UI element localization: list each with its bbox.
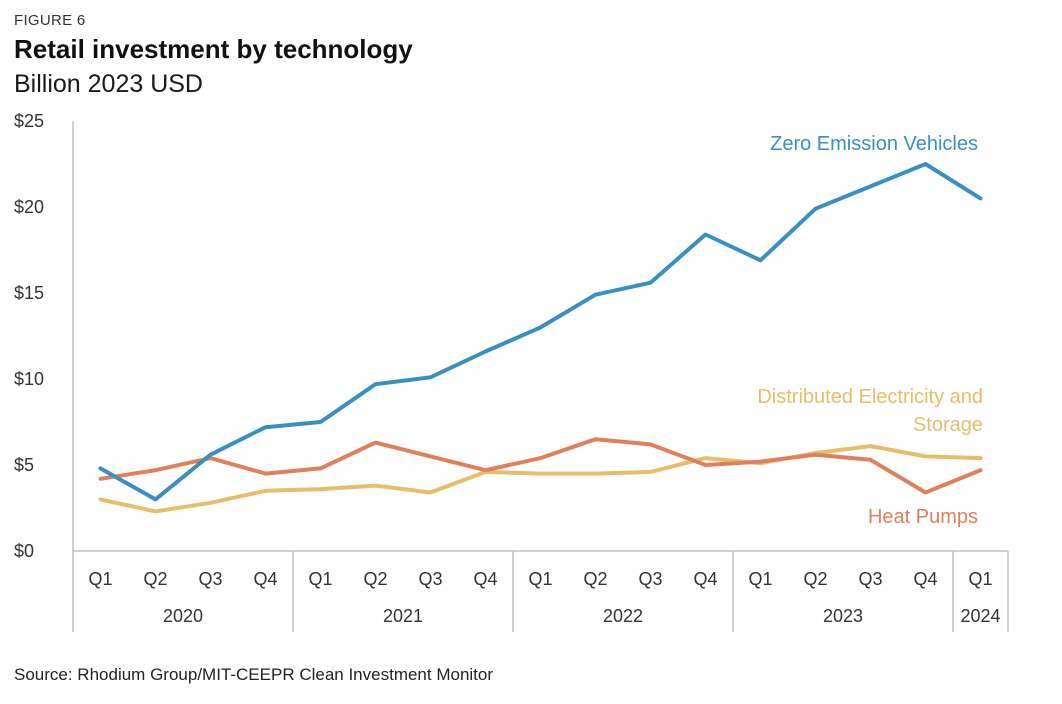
x-tick-quarter: Q3 <box>418 569 442 589</box>
y-tick-label: $15 <box>14 283 44 303</box>
figure-label: FIGURE 6 <box>14 12 86 29</box>
source-note: Source: Rhodium Group/MIT-CEEPR Clean In… <box>14 665 494 684</box>
x-tick-quarter: Q4 <box>253 569 277 589</box>
series-label-des-line1: Distributed Electricity and <box>757 386 983 408</box>
x-tick-quarter: Q2 <box>143 569 167 589</box>
x-tick-quarter: Q3 <box>198 569 222 589</box>
series-lines <box>98 162 983 514</box>
y-tick-label: $5 <box>14 455 34 475</box>
x-tick-quarter: Q1 <box>88 569 112 589</box>
chart-title: Retail investment by technology <box>14 34 413 64</box>
x-tick-quarter: Q3 <box>858 569 882 589</box>
y-tick-label: $10 <box>14 369 44 389</box>
x-tick-year: 2023 <box>823 606 863 626</box>
x-tick-year: 2024 <box>960 606 1000 626</box>
chart-subtitle: Billion 2023 USD <box>14 70 203 98</box>
x-tick-quarter: Q2 <box>583 569 607 589</box>
y-tick-label: $20 <box>14 197 44 217</box>
x-tick-quarter: Q4 <box>473 569 497 589</box>
y-axis: $0 $5 $10 $15 $20 $25 <box>14 111 74 561</box>
series-label-zev: Zero Emission Vehicles <box>770 133 978 155</box>
x-tick-quarter: Q1 <box>528 569 552 589</box>
y-tick-label: $0 <box>14 541 34 561</box>
x-tick-quarter: Q1 <box>748 569 772 589</box>
series-labels: Zero Emission Vehicles Distributed Elect… <box>757 133 983 528</box>
x-tick-quarter: Q3 <box>638 569 662 589</box>
series-line-heat-pumps <box>98 437 983 495</box>
x-tick-year: 2022 <box>603 606 643 626</box>
x-tick-quarter: Q4 <box>913 569 937 589</box>
series-line-distributed-electricity-and-storage <box>98 444 983 514</box>
series-label-heat-pumps: Heat Pumps <box>868 506 978 528</box>
x-tick-quarter: Q2 <box>803 569 827 589</box>
series-label-des-line2: Storage <box>913 414 983 436</box>
x-tick-quarter: Q1 <box>308 569 332 589</box>
x-tick-quarter: Q4 <box>693 569 717 589</box>
x-axis: Q1 Q2 Q3 Q4 Q1 Q2 Q3 Q4 Q1 Q2 Q3 Q4 Q1 Q2 Q3 Q4 Q1 2020 20… <box>72 550 1009 632</box>
y-tick-label: $25 <box>14 111 44 131</box>
x-tick-quarter: Q1 <box>968 569 992 589</box>
x-tick-year: 2020 <box>163 606 203 626</box>
series-line-zero-emission-vehicles <box>98 162 983 502</box>
x-tick-year: 2021 <box>383 606 423 626</box>
x-tick-quarter: Q2 <box>363 569 387 589</box>
